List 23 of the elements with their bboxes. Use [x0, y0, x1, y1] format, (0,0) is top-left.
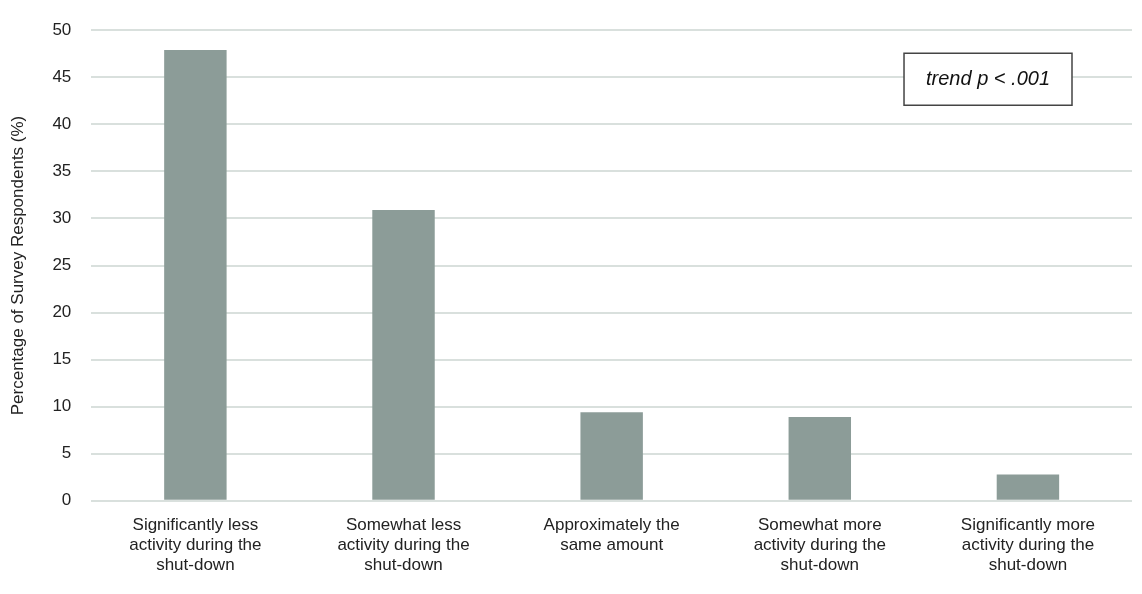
- y-tick-label: 35: [52, 161, 72, 181]
- y-tick-label: 10: [52, 396, 72, 416]
- annotation: trend p < .001: [926, 66, 1050, 89]
- x-tick-label: Approximately the same amount: [543, 514, 680, 555]
- y-tick-label: 40: [52, 114, 72, 134]
- bar: [164, 49, 227, 500]
- bar: [372, 209, 435, 500]
- y-tick-label: 5: [61, 443, 72, 463]
- bar: [788, 417, 852, 500]
- y-tick-label: 50: [52, 19, 72, 39]
- y-tick-label: 15: [52, 349, 72, 369]
- y-tick-label: 20: [52, 302, 72, 322]
- x-tick-label: Somewhat more activity during the shut-down: [753, 514, 886, 575]
- y-tick-label: 45: [52, 66, 72, 86]
- y-tick-label: 0: [61, 490, 72, 510]
- y-tick-label: 30: [52, 208, 72, 228]
- y-axis-title: Percentage of Survey Respondents (%): [7, 115, 27, 416]
- x-tick-label: Significantly less activity during the shut-down: [129, 514, 262, 575]
- x-tick-label: Significantly more activity during the shut-down: [960, 514, 1096, 575]
- y-tick-label: 25: [52, 255, 72, 275]
- x-tick-label: Somewhat less activity during the shut-down: [337, 514, 470, 575]
- bar: [996, 474, 1060, 500]
- bar: [580, 412, 643, 500]
